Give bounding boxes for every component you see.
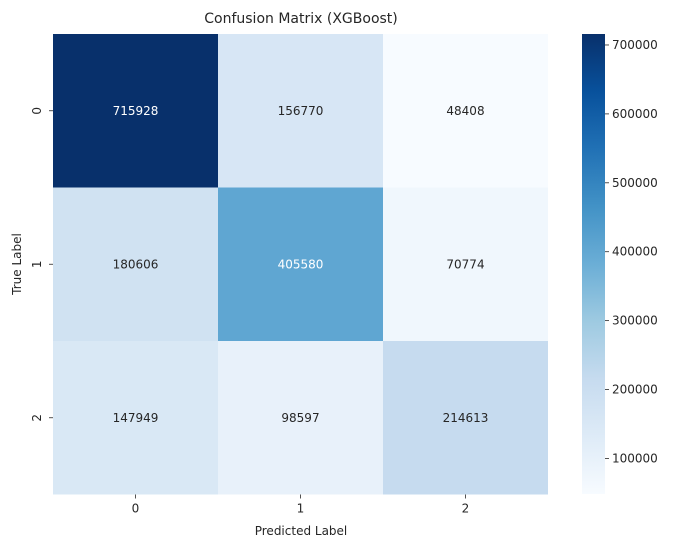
x-axis-ticks: 0 1 2 — [132, 494, 470, 516]
heatmap-cells: 715928 156770 48408 180606 405580 70774 147949… — [53, 34, 548, 495]
heatmap-cell — [383, 34, 548, 188]
y-tick-label: 0 — [30, 107, 44, 115]
cell-value-label: 48408 — [446, 104, 484, 118]
colorbar-tick-label: 100000 — [612, 451, 658, 465]
heatmap-cell — [53, 341, 218, 495]
heatmap-cell — [383, 341, 548, 495]
cell-value-label: 405580 — [278, 257, 324, 271]
cell-value-label: 180606 — [113, 257, 159, 271]
heatmap-cell — [218, 341, 383, 495]
x-tick-label: 2 — [462, 502, 470, 516]
heatmap-cell — [53, 187, 218, 341]
cell-value-label: 715928 — [113, 104, 159, 118]
heatmap-cell — [218, 187, 383, 341]
heatmap-cell — [218, 34, 383, 188]
cell-value-label: 70774 — [446, 257, 484, 271]
x-tick-label: 0 — [132, 502, 140, 516]
colorbar-tick-label: 500000 — [612, 176, 658, 190]
colorbar — [582, 34, 605, 494]
x-axis-label: Predicted Label — [255, 524, 348, 538]
y-axis-ticks: 0 1 2 — [30, 107, 53, 422]
colorbar-tick-label: 700000 — [612, 38, 658, 52]
heatmap-cell — [53, 34, 218, 188]
cell-value-label: 214613 — [443, 411, 489, 425]
y-tick-label: 1 — [30, 260, 44, 268]
y-tick-label: 2 — [30, 414, 44, 422]
cell-value-label: 147949 — [113, 411, 159, 425]
colorbar-ticks: 100000 200000 300000 400000 500000 600000 7000… — [605, 38, 658, 465]
cell-value-label: 156770 — [278, 104, 324, 118]
colorbar-tick-label: 300000 — [612, 314, 658, 328]
y-axis-label: True Label — [10, 233, 24, 296]
colorbar-tick-label: 600000 — [612, 107, 658, 121]
colorbar-tick-label: 400000 — [612, 245, 658, 259]
colorbar-tick-label: 200000 — [612, 383, 658, 397]
x-tick-label: 1 — [297, 502, 305, 516]
heatmap-cell — [383, 187, 548, 341]
cell-value-label: 98597 — [281, 411, 319, 425]
chart-title: Confusion Matrix (XGBoost) — [204, 11, 398, 27]
